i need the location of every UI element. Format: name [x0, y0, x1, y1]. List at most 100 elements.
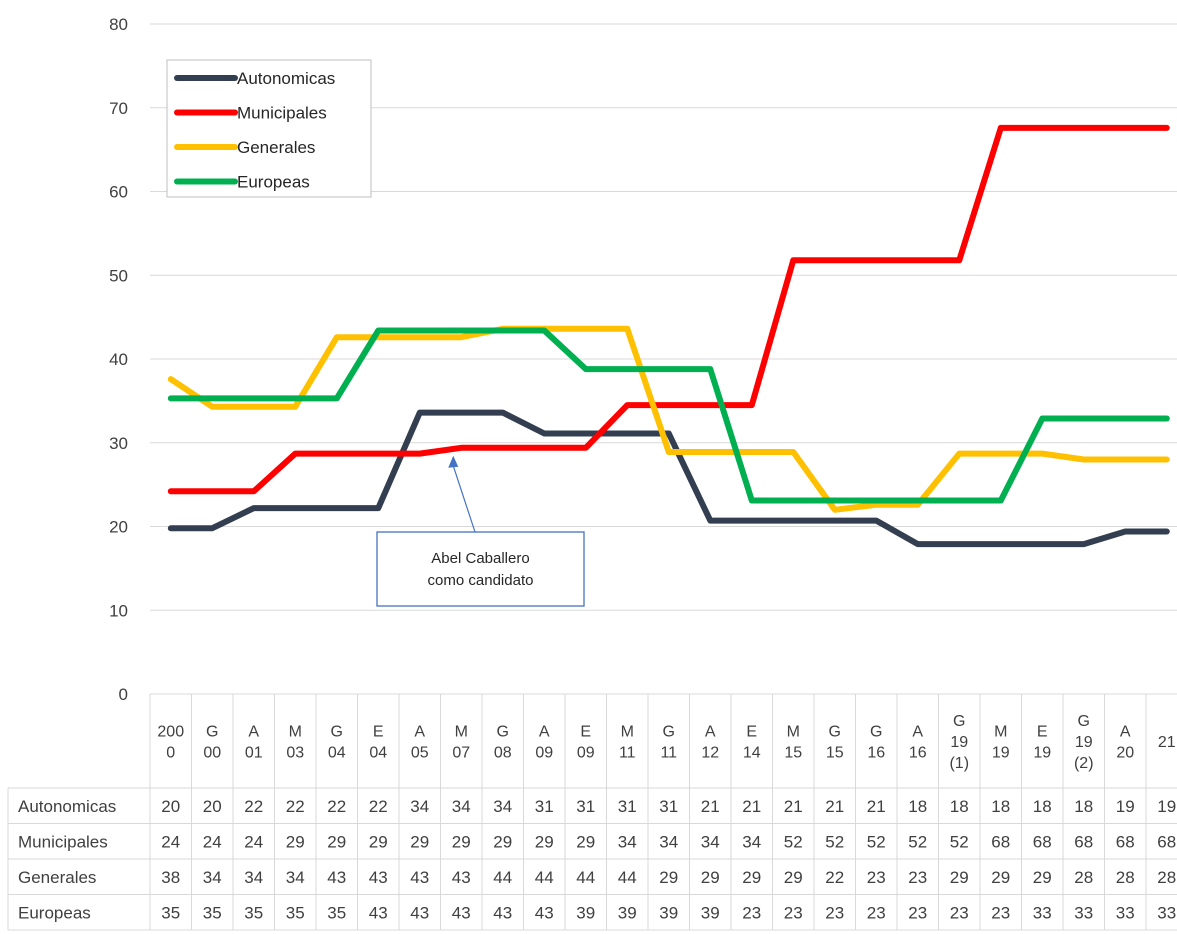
- y-tick-label: 0: [119, 685, 128, 704]
- category-label: 04: [369, 745, 387, 762]
- data-label: 18: [908, 797, 927, 816]
- category-label: 19: [1075, 734, 1093, 751]
- category-label: 08: [494, 745, 512, 762]
- data-label: 68: [1157, 832, 1176, 851]
- legend-label: Generales: [237, 138, 315, 157]
- data-label: 18: [950, 797, 969, 816]
- data-label: 23: [950, 903, 969, 922]
- data-label: 23: [825, 903, 844, 922]
- data-label: 29: [1033, 868, 1052, 887]
- data-label: 43: [452, 868, 471, 887]
- data-label: 21: [742, 797, 761, 816]
- category-label: G: [331, 724, 343, 741]
- data-label: 35: [286, 903, 305, 922]
- table-row-label: Municipales: [18, 832, 108, 851]
- category-label: G: [1078, 713, 1090, 730]
- series-line-generales: [167, 325, 1170, 513]
- category-label: 03: [286, 745, 304, 762]
- data-label: 29: [410, 832, 429, 851]
- category-label: 0: [166, 745, 175, 762]
- data-label: 34: [742, 832, 761, 851]
- category-label: A: [248, 724, 259, 741]
- data-label: 31: [576, 797, 595, 816]
- category-label: 19: [992, 745, 1010, 762]
- category-label: M: [289, 724, 302, 741]
- data-label: 22: [244, 797, 263, 816]
- data-label: 35: [203, 903, 222, 922]
- data-label: 23: [908, 868, 927, 887]
- data-label: 23: [908, 903, 927, 922]
- data-label: 68: [991, 832, 1010, 851]
- category-label: 15: [826, 745, 844, 762]
- annotation-arrowhead: [448, 455, 459, 468]
- category-label: G: [829, 724, 841, 741]
- data-label: 23: [991, 903, 1010, 922]
- data-label: 43: [535, 903, 554, 922]
- data-label: 39: [576, 903, 595, 922]
- data-label: 33: [1116, 903, 1135, 922]
- data-label: 23: [867, 903, 886, 922]
- y-tick-label: 50: [109, 266, 128, 285]
- data-label: 52: [825, 832, 844, 851]
- data-label: 34: [286, 868, 305, 887]
- category-label: 16: [909, 745, 927, 762]
- series-line-municipales: [167, 124, 1170, 495]
- data-label: 68: [1074, 832, 1093, 851]
- data-label: 34: [618, 832, 637, 851]
- category-label: E: [1037, 724, 1048, 741]
- category-label: 19: [950, 734, 968, 751]
- data-label: 52: [867, 832, 886, 851]
- data-label: 19: [1157, 797, 1176, 816]
- table-row-label: Autonomicas: [18, 797, 116, 816]
- data-label: 28: [1074, 868, 1093, 887]
- data-label: 43: [452, 903, 471, 922]
- data-label: 34: [244, 868, 263, 887]
- category-label: 11: [660, 745, 677, 762]
- category-label: 09: [535, 745, 553, 762]
- legend-label: Municipales: [237, 104, 327, 123]
- data-label: 29: [950, 868, 969, 887]
- data-label: 44: [618, 868, 637, 887]
- data-label: 34: [203, 868, 222, 887]
- data-label: 43: [410, 868, 429, 887]
- data-label: 39: [618, 903, 637, 922]
- category-label: 200: [157, 724, 184, 741]
- category-label: 00: [203, 745, 221, 762]
- series-line-europeas: [167, 327, 1170, 504]
- category-label: 14: [743, 745, 761, 762]
- category-label: (2): [1074, 755, 1094, 772]
- category-label: 05: [411, 745, 429, 762]
- data-label: 28: [1116, 868, 1135, 887]
- legend-label: Autonomicas: [237, 69, 335, 88]
- data-label: 29: [535, 832, 554, 851]
- category-label: 04: [328, 745, 346, 762]
- data-label: 68: [1116, 832, 1135, 851]
- data-label: 29: [493, 832, 512, 851]
- data-label: 29: [576, 832, 595, 851]
- data-label: 35: [327, 903, 346, 922]
- legend-box: [166, 59, 372, 198]
- legend-label: Europeas: [237, 173, 310, 192]
- data-label: 44: [493, 868, 512, 887]
- category-label: 11: [619, 745, 636, 762]
- data-label: 34: [410, 797, 429, 816]
- series-line-autonomicas: [167, 409, 1170, 548]
- data-label: 22: [286, 797, 305, 816]
- category-label: M: [787, 724, 800, 741]
- data-label: 44: [576, 868, 595, 887]
- data-label: 52: [908, 832, 927, 851]
- category-label: 09: [577, 745, 595, 762]
- data-label: 33: [1074, 903, 1093, 922]
- category-label: G: [206, 724, 218, 741]
- data-label: 29: [369, 832, 388, 851]
- data-label: 20: [161, 797, 180, 816]
- data-label: 52: [950, 832, 969, 851]
- data-label: 22: [327, 797, 346, 816]
- data-label: 21: [784, 797, 803, 816]
- category-label: A: [1120, 724, 1131, 741]
- data-label: 21: [701, 797, 720, 816]
- data-label: 43: [410, 903, 429, 922]
- y-tick-label: 30: [109, 434, 128, 453]
- data-label: 22: [369, 797, 388, 816]
